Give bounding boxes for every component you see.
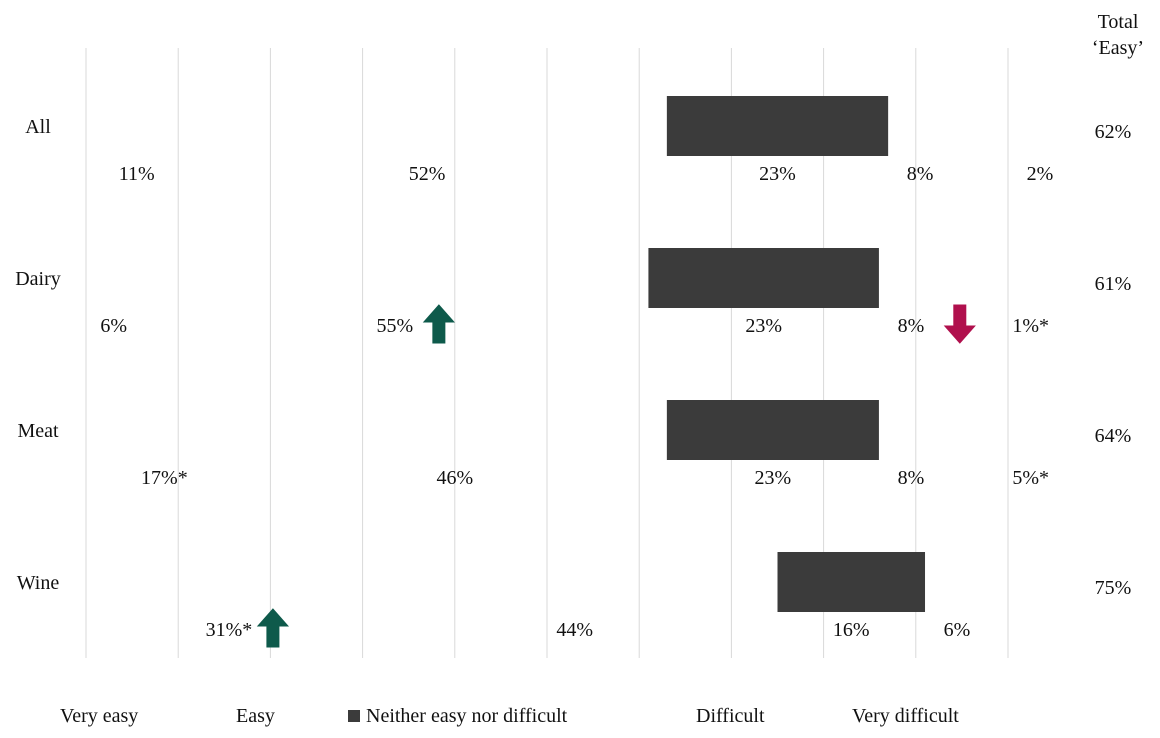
value-label: 8% (898, 315, 925, 337)
value-label: 44% (556, 619, 593, 641)
total-easy-value: 75% (1095, 577, 1132, 599)
value-label: 2% (1027, 163, 1054, 185)
category-labels: All Dairy Meat Wine (15, 116, 61, 594)
value-label: 46% (436, 467, 473, 489)
value-label: 16% (833, 619, 870, 641)
bar-segment (666, 96, 889, 156)
arrow-up-icon (256, 608, 290, 648)
value-label: 23% (755, 467, 792, 489)
value-label: 6% (100, 315, 127, 337)
legend-item: Neither easy nor difficult (366, 705, 568, 727)
legend-item: Difficult (696, 705, 765, 727)
bar-segment (777, 552, 926, 612)
category-label: Wine (17, 572, 60, 594)
value-label: 17%* (141, 467, 188, 489)
legend: Very easy Easy Neither easy nor difficult D… (60, 705, 959, 727)
value-label: 8% (907, 163, 934, 185)
category-label: Dairy (15, 268, 61, 290)
total-easy-value: 61% (1095, 273, 1132, 295)
value-labels: 11% 52% 23% 8% 2% 6% 55% 23% 8% 1%* 17%* 46% 23% 8% 5%… (100, 163, 1053, 641)
category-label: All (25, 116, 51, 138)
value-label: 8% (898, 467, 925, 489)
legend-item: Very difficult (852, 705, 959, 727)
arrow-up-icon (422, 304, 455, 344)
category-label: Meat (17, 420, 59, 442)
legend-item: Easy (236, 705, 275, 727)
total-header: ‘Easy’ (1092, 37, 1144, 59)
value-label: 31%* (206, 619, 253, 641)
legend-swatch (348, 710, 360, 722)
value-label: 6% (944, 619, 971, 641)
total-header: Total (1098, 11, 1139, 33)
bar-segment (666, 400, 879, 460)
value-label: 52% (409, 163, 446, 185)
significance-arrows (256, 304, 976, 648)
bar-segment (648, 248, 879, 308)
total-easy-column: 62% 61% 64% 75% Total ‘Easy’ (1092, 11, 1144, 599)
value-label: 23% (745, 315, 782, 337)
value-label: 5%* (1012, 467, 1049, 489)
value-label: 23% (759, 163, 796, 185)
value-label: 1%* (1012, 315, 1049, 337)
arrow-down-icon (943, 304, 976, 344)
total-easy-value: 64% (1095, 425, 1132, 447)
value-label: 55% (377, 315, 414, 337)
legend-item: Very easy (60, 705, 138, 727)
bars (648, 96, 926, 612)
value-label: 11% (119, 163, 155, 185)
total-easy-value: 62% (1095, 121, 1132, 143)
